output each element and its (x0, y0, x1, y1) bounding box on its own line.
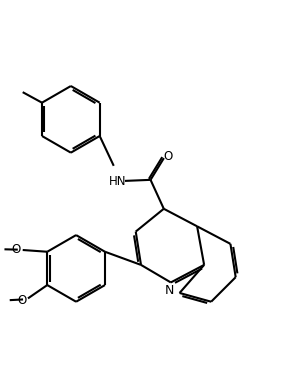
Text: HN: HN (108, 175, 126, 188)
Text: O: O (17, 294, 26, 306)
Text: O: O (12, 243, 21, 256)
Text: O: O (164, 150, 173, 163)
Text: N: N (164, 284, 174, 297)
